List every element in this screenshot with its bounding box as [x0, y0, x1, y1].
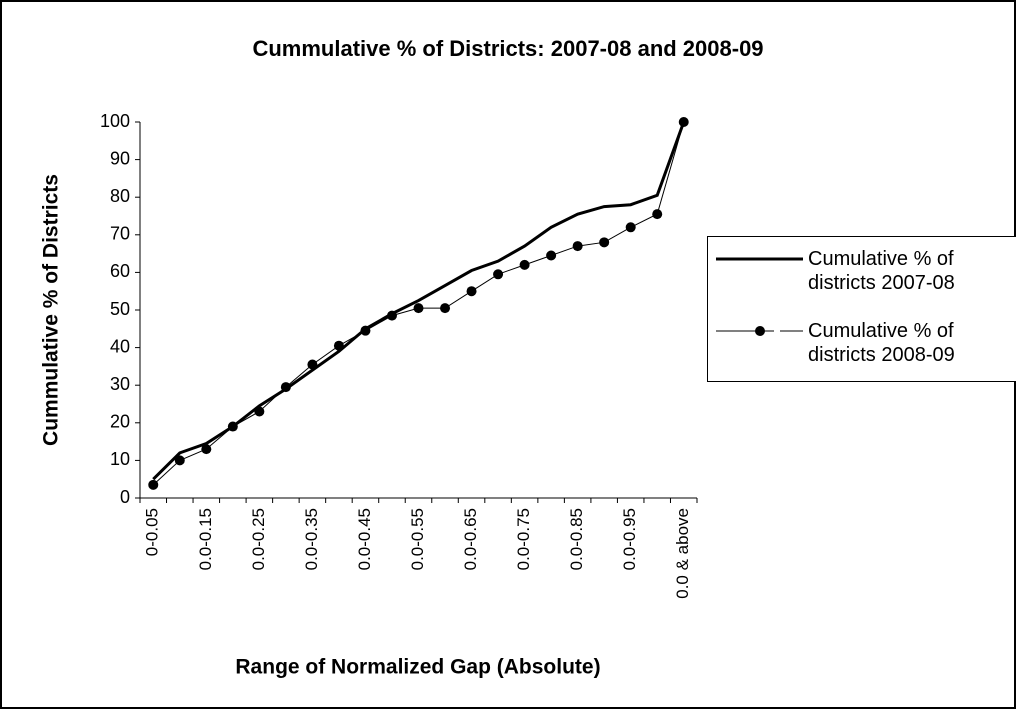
- data-point: [174, 455, 185, 466]
- x-tick-label: 0.0 & above: [673, 508, 692, 599]
- x-tick-label: 0-0.05: [143, 508, 162, 556]
- data-point: [148, 479, 159, 490]
- x-tick-label: 0.0-0.95: [620, 508, 639, 570]
- data-point: [333, 340, 344, 351]
- y-tick-label: 70: [110, 224, 130, 244]
- data-point: [386, 310, 397, 321]
- y-tick-label: 0: [120, 487, 130, 507]
- data-point: [201, 444, 212, 455]
- x-tick-label: 0.0-0.65: [461, 508, 480, 570]
- x-tick-label: 0.0-0.85: [567, 508, 586, 570]
- data-point: [307, 359, 318, 370]
- legend-marker: [755, 326, 765, 336]
- data-point: [440, 303, 451, 314]
- data-point: [652, 209, 663, 220]
- y-tick-label: 80: [110, 186, 130, 206]
- y-tick-label: 40: [110, 336, 130, 356]
- x-tick-label: 0.0-0.75: [514, 508, 533, 570]
- y-tick-label: 30: [110, 374, 130, 394]
- x-tick-label: 0.0-0.45: [355, 508, 374, 570]
- data-point: [572, 241, 583, 252]
- x-tick-label: 0.0-0.25: [249, 508, 268, 570]
- legend-swatch: [716, 257, 803, 261]
- data-point: [280, 382, 291, 393]
- y-axis-title: Cummulative % of Districts: [40, 174, 63, 446]
- y-tick-label: 20: [110, 412, 130, 432]
- data-point: [413, 303, 424, 314]
- y-tick-label: 90: [110, 148, 130, 168]
- x-tick-label: 0.0-0.55: [408, 508, 427, 570]
- legend-entry: Cumulative % of districts 2007-08: [708, 247, 1016, 295]
- x-tick-label: 0.0-0.15: [196, 508, 215, 570]
- data-point: [546, 250, 557, 261]
- legend-label: Cumulative % of districts 2008-09: [808, 320, 955, 366]
- legend: Cumulative % of districts 2007-08 Cumulat…: [707, 236, 1016, 382]
- legend-label: Cumulative % of districts 2007-08: [808, 248, 955, 294]
- data-point: [466, 286, 477, 297]
- data-point: [599, 237, 610, 248]
- data-point: [227, 421, 238, 432]
- y-tick-label: 60: [110, 261, 130, 281]
- x-axis-title: Range of Normalized Gap (Absolute): [235, 656, 600, 679]
- chart-title: Cummulative % of Districts: 2007-08 and …: [252, 36, 763, 61]
- data-point: [254, 406, 265, 417]
- legend-swatch: [716, 326, 803, 336]
- data-point: [678, 117, 689, 127]
- data-point: [625, 222, 636, 233]
- y-tick-label: 10: [110, 449, 130, 469]
- y-tick-label: 50: [110, 299, 130, 319]
- series-line: [152, 121, 686, 481]
- y-tick-label: 100: [100, 111, 130, 131]
- data-point: [519, 259, 530, 270]
- data-point: [493, 269, 504, 280]
- x-tick-label: 0.0-0.35: [302, 508, 321, 570]
- legend-entry: Cumulative % of districts 2008-09: [708, 319, 1016, 367]
- data-point: [360, 325, 371, 336]
